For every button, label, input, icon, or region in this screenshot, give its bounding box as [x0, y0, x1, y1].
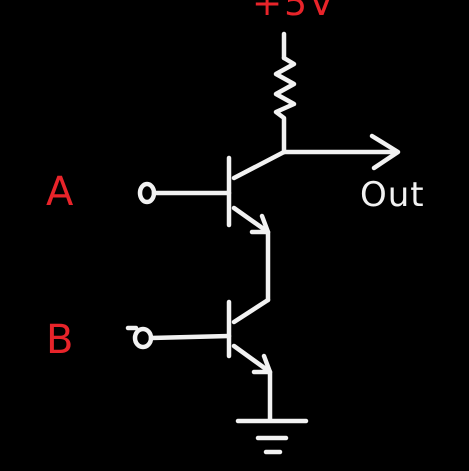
output-label: Out	[360, 175, 425, 215]
input-a-label: A	[46, 169, 74, 215]
q1-collector	[231, 149, 287, 181]
output-arrowhead	[369, 133, 401, 171]
input-b-wire	[125, 325, 232, 341]
ground-symbol	[235, 418, 309, 455]
q1-emitter-arrow	[249, 213, 271, 235]
q2-collector	[231, 297, 271, 325]
supply-label: +5V	[252, 0, 336, 24]
pull-up-resistor	[273, 55, 297, 155]
input-b-terminal[interactable]	[132, 326, 154, 350]
q2-emitter-arrow	[251, 353, 273, 375]
input-b-label: B	[46, 317, 74, 363]
